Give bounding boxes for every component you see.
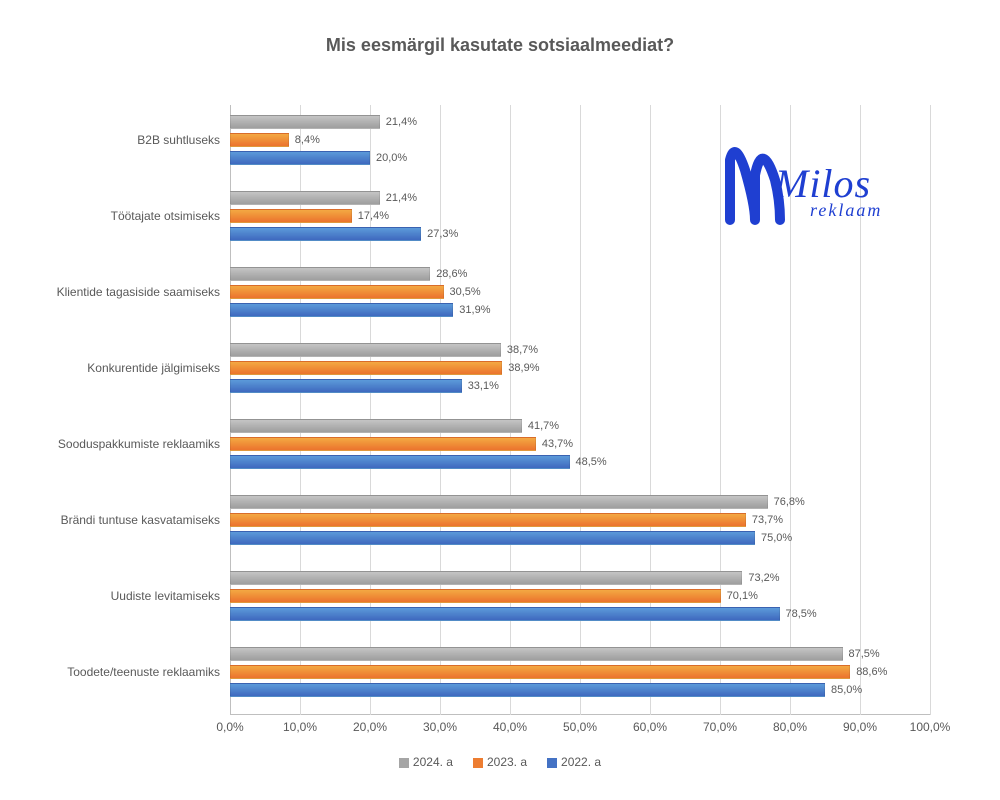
bar-value-label: 33,1%: [468, 380, 499, 392]
x-tick-label: 90,0%: [843, 720, 877, 734]
x-tick-label: 60,0%: [633, 720, 667, 734]
bar: [230, 495, 768, 509]
bar: [230, 361, 502, 375]
bar-value-label: 38,9%: [508, 362, 539, 374]
bar-value-label: 8,4%: [295, 134, 320, 146]
legend-swatch-icon: [547, 758, 557, 768]
bar: [230, 151, 370, 165]
bar-value-label: 87,5%: [849, 648, 880, 660]
x-axis-labels: 0,0%10,0%20,0%30,0%40,0%50,0%60,0%70,0%8…: [230, 720, 930, 740]
bar: [230, 209, 352, 223]
bar: [230, 455, 570, 469]
category-label: Brändi tuntuse kasvatamiseks: [0, 513, 225, 527]
bar: [230, 115, 380, 129]
category-label: B2B suhtluseks: [0, 133, 225, 147]
bar-value-label: 85,0%: [831, 684, 862, 696]
bar: [230, 437, 536, 451]
legend-item: 2023. a: [473, 755, 527, 769]
legend-swatch-icon: [399, 758, 409, 768]
bar: [230, 513, 746, 527]
gridline: [860, 105, 861, 715]
bar-value-label: 20,0%: [376, 152, 407, 164]
x-tick-label: 30,0%: [423, 720, 457, 734]
bar: [230, 531, 755, 545]
gridline: [440, 105, 441, 715]
x-tick-label: 0,0%: [216, 720, 243, 734]
bar-value-label: 48,5%: [576, 456, 607, 468]
x-tick-label: 20,0%: [353, 720, 387, 734]
bar: [230, 647, 843, 661]
category-label: Toodete/teenuste reklaamiks: [0, 665, 225, 679]
chart-container: Mis eesmärgil kasutate sotsiaalmeediat? …: [0, 0, 1000, 800]
bar-value-label: 17,4%: [358, 210, 389, 222]
gridline: [720, 105, 721, 715]
x-tick-label: 80,0%: [773, 720, 807, 734]
legend-swatch-icon: [473, 758, 483, 768]
bar-value-label: 70,1%: [727, 590, 758, 602]
bar: [230, 303, 453, 317]
bar-value-label: 21,4%: [386, 116, 417, 128]
gridline: [580, 105, 581, 715]
x-tick-label: 100,0%: [910, 720, 951, 734]
category-label: Töötajate otsimiseks: [0, 209, 225, 223]
bar-value-label: 88,6%: [856, 666, 887, 678]
bar: [230, 267, 430, 281]
gridline: [930, 105, 931, 715]
bar: [230, 227, 421, 241]
legend-item: 2024. a: [399, 755, 453, 769]
bar: [230, 419, 522, 433]
gridline: [510, 105, 511, 715]
category-label: Sooduspakkumiste reklaamiks: [0, 437, 225, 451]
bar-value-label: 27,3%: [427, 228, 458, 240]
bar: [230, 683, 825, 697]
legend-item: 2022. a: [547, 755, 601, 769]
bar-value-label: 76,8%: [774, 496, 805, 508]
gridline: [790, 105, 791, 715]
legend-label: 2023. a: [487, 755, 527, 769]
bar: [230, 665, 850, 679]
category-label: Uudiste levitamiseks: [0, 589, 225, 603]
plot-area: 21,4% 8,4% 20,0% 21,4% 17,4% 27,3% 28,6% 30,5% 3…: [230, 105, 930, 715]
bar: [230, 589, 721, 603]
x-tick-label: 50,0%: [563, 720, 597, 734]
category-label: Klientide tagasiside saamiseks: [0, 285, 225, 299]
bar-value-label: 78,5%: [786, 608, 817, 620]
bar: [230, 607, 780, 621]
gridline: [650, 105, 651, 715]
bar-value-label: 73,2%: [748, 572, 779, 584]
y-axis-labels: B2B suhtluseks Töötajate otsimiseks Klient…: [0, 105, 225, 715]
bar-value-label: 73,7%: [752, 514, 783, 526]
chart-title: Mis eesmärgil kasutate sotsiaalmeediat?: [0, 35, 1000, 56]
bar-value-label: 75,0%: [761, 532, 792, 544]
legend-label: 2022. a: [561, 755, 601, 769]
bar-value-label: 41,7%: [528, 420, 559, 432]
bar-value-label: 31,9%: [459, 304, 490, 316]
bar: [230, 191, 380, 205]
legend: 2024. a 2023. a 2022. a: [0, 755, 1000, 769]
bar: [230, 379, 462, 393]
bar-value-label: 30,5%: [450, 286, 481, 298]
bar: [230, 285, 444, 299]
bar-value-label: 28,6%: [436, 268, 467, 280]
bar-value-label: 38,7%: [507, 344, 538, 356]
bar-value-label: 21,4%: [386, 192, 417, 204]
bar-value-label: 43,7%: [542, 438, 573, 450]
x-tick-label: 70,0%: [703, 720, 737, 734]
category-label: Konkurentide jälgimiseks: [0, 361, 225, 375]
bar: [230, 133, 289, 147]
x-tick-label: 40,0%: [493, 720, 527, 734]
bar: [230, 343, 501, 357]
x-tick-label: 10,0%: [283, 720, 317, 734]
bar: [230, 571, 742, 585]
legend-label: 2024. a: [413, 755, 453, 769]
